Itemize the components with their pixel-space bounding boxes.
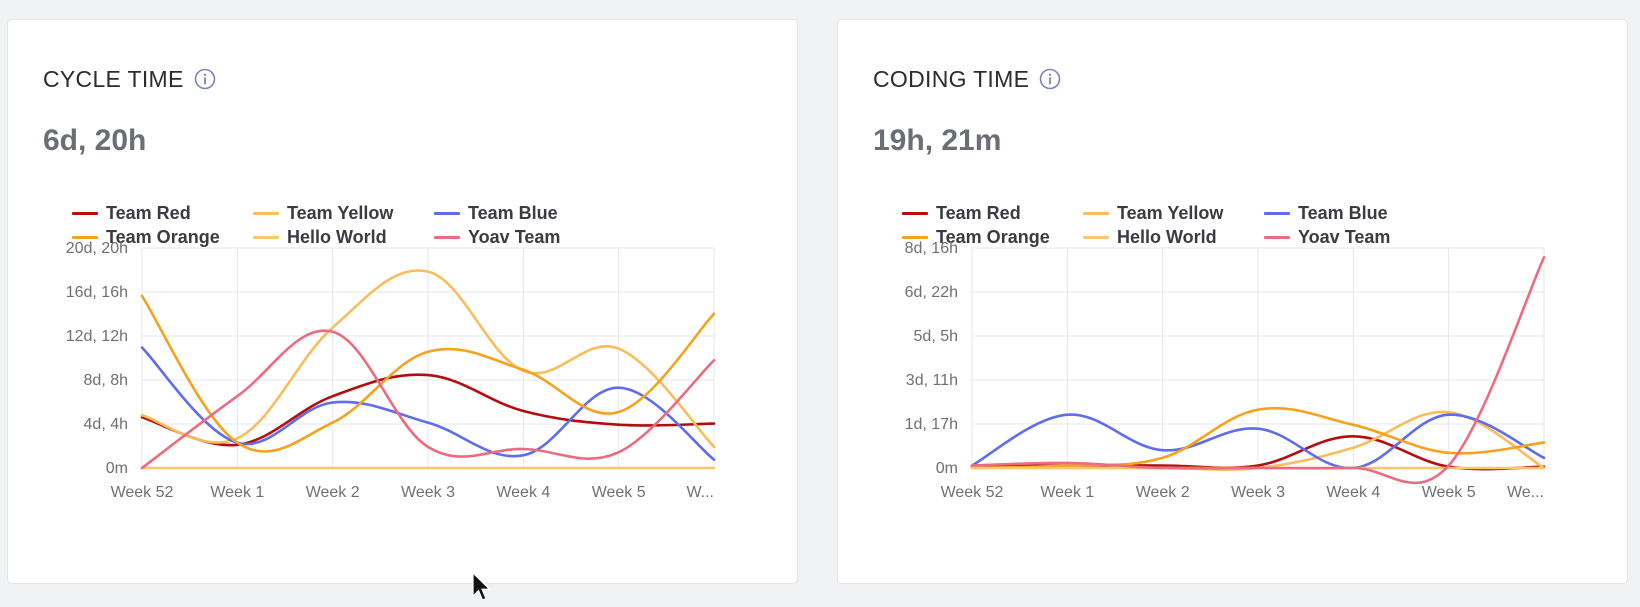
legend-swatch (902, 236, 928, 239)
coding-time-chart: 0m 1d, 17h 3d, 11h 5d, 5h 6d, 22h 8d, 16h Week… (905, 240, 1546, 501)
metric-value: 6d, 20h (43, 124, 147, 157)
legend-label: Yoav Team (468, 227, 561, 247)
series-line-team-yellow (140, 269, 716, 449)
y-tick-label: 20d, 20h (66, 240, 128, 257)
y-tick-label: 12d, 12h (66, 328, 128, 345)
y-tick-label: 6d, 22h (905, 284, 958, 301)
x-tick-label: Week 3 (401, 484, 455, 501)
legend-item[interactable]: Team Yellow (253, 203, 434, 223)
series-line-team-orange (140, 294, 716, 453)
x-tick-label: W... (686, 484, 714, 501)
legend-item[interactable]: Team Blue (1264, 203, 1445, 223)
x-tick-label: We... (1507, 484, 1544, 501)
legend-item[interactable]: Team Yellow (1083, 203, 1264, 223)
series-line-team-blue (970, 413, 1546, 470)
info-icon[interactable] (1039, 68, 1061, 90)
legend-swatch (902, 212, 928, 215)
series-line-team-orange (970, 406, 1546, 470)
card-header: CODING TIME (873, 64, 1061, 94)
legend-item[interactable]: Hello World (1083, 227, 1264, 247)
legend-label: Team Red (106, 203, 191, 223)
legend-item[interactable]: Team Blue (434, 203, 615, 223)
y-tick-label: 0m (106, 460, 128, 477)
legend-label: Team Orange (106, 227, 220, 247)
y-tick-label: 8d, 16h (905, 240, 958, 257)
legend-swatch (253, 236, 279, 239)
legend-swatch (253, 212, 279, 215)
x-tick-label: Week 1 (210, 484, 264, 501)
x-tick-label: Week 4 (496, 484, 550, 501)
legend-item[interactable]: Hello World (253, 227, 434, 247)
legend-swatch (1264, 236, 1290, 239)
legend-item[interactable]: Team Orange (72, 227, 253, 247)
legend-swatch (434, 212, 460, 215)
y-tick-label: 4d, 4h (84, 416, 128, 433)
legend-label: Hello World (287, 227, 387, 247)
x-tick-label: Week 4 (1326, 484, 1380, 501)
y-tick-label: 0m (936, 460, 958, 477)
legend-swatch (1264, 212, 1290, 215)
card-title: CODING TIME (873, 65, 1030, 92)
y-tick-label: 8d, 8h (84, 372, 128, 389)
legend-swatch (434, 236, 460, 239)
legend-item[interactable]: Yoav Team (434, 227, 615, 247)
y-tick-label: 16d, 16h (66, 284, 128, 301)
x-tick-label: Week 5 (1422, 484, 1476, 501)
card-header: CYCLE TIME (43, 64, 216, 94)
x-tick-label: Week 1 (1040, 484, 1094, 501)
legend-item[interactable]: Team Orange (902, 227, 1083, 247)
info-icon[interactable] (194, 68, 216, 90)
coding-time-card: CODING TIME 19h, 21m Team Red Team Yellow… (837, 19, 1628, 584)
legend-label: Team Blue (1298, 203, 1388, 223)
x-tick-label: Week 52 (111, 484, 174, 501)
x-tick-label: Week 2 (306, 484, 360, 501)
legend-label: Team Yellow (1117, 203, 1224, 223)
card-title: CYCLE TIME (43, 65, 184, 92)
mouse-cursor-icon (472, 571, 492, 602)
y-tick-label: 1d, 17h (905, 416, 958, 433)
x-tick-label: Week 52 (941, 484, 1004, 501)
legend-item[interactable]: Team Red (72, 203, 253, 223)
legend-label: Team Red (936, 203, 1021, 223)
legend-label: Team Orange (936, 227, 1050, 247)
metric-value: 19h, 21m (873, 124, 1002, 157)
chart-legend: Team Red Team Yellow Team Blue Team Orange H… (902, 203, 1445, 247)
x-tick-label: Week 5 (592, 484, 646, 501)
series-line-team-red (140, 373, 716, 447)
series-line-yoav-team (140, 329, 716, 470)
legend-label: Team Yellow (287, 203, 394, 223)
legend-label: Team Blue (468, 203, 558, 223)
legend-label: Yoav Team (1298, 227, 1391, 247)
cycle-time-card: CYCLE TIME 6d, 20h Team Red Team Yellow Te… (7, 19, 798, 584)
legend-label: Hello World (1117, 227, 1217, 247)
legend-swatch (72, 212, 98, 215)
legend-item[interactable]: Yoav Team (1264, 227, 1445, 247)
legend-swatch (72, 236, 98, 239)
cycle-time-chart: 0m 4d, 4h 8d, 8h 12d, 12h 16d, 16h 20d, 20h We… (66, 240, 716, 501)
chart-legend: Team Red Team Yellow Team Blue Team Orange H… (72, 203, 615, 247)
series-line-yoav-team (970, 256, 1546, 485)
legend-item[interactable]: Team Red (902, 203, 1083, 223)
y-tick-label: 5d, 5h (914, 328, 958, 345)
x-tick-label: Week 3 (1231, 484, 1285, 501)
x-tick-label: Week 2 (1136, 484, 1190, 501)
legend-swatch (1083, 236, 1109, 239)
legend-swatch (1083, 212, 1109, 215)
y-tick-label: 3d, 11h (906, 372, 958, 389)
